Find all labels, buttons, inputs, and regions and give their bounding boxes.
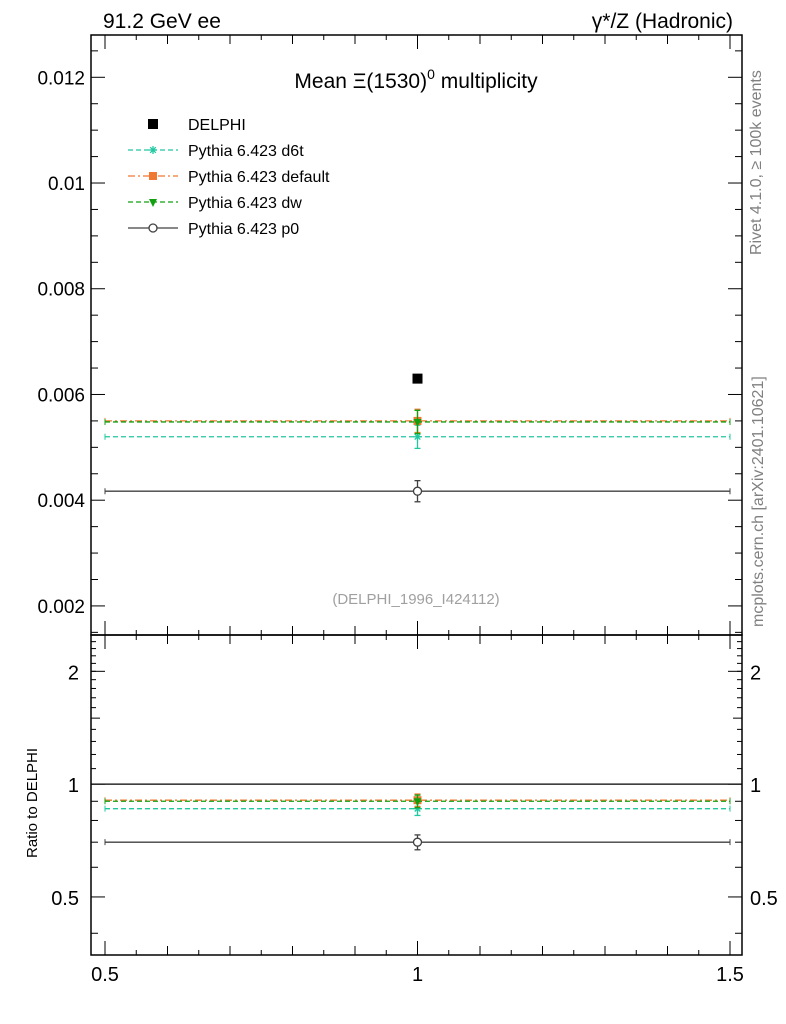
square-marker xyxy=(148,119,158,129)
main-series-data xyxy=(412,373,423,384)
main-point-d6t xyxy=(413,432,422,441)
main-ytick-label: 0.004 xyxy=(37,491,85,512)
legend-entry-p0: Pythia 6.423 p0 xyxy=(128,221,299,238)
legend-entry-dw: Pythia 6.423 dw xyxy=(128,195,302,212)
mcplots-label: mcplots.cern.ch [arXiv:2401.10621] xyxy=(750,376,767,627)
main-ytick-label: 0.008 xyxy=(37,280,85,301)
ratio-ytick-label: 1 xyxy=(68,775,79,797)
ratio-series-p0 xyxy=(104,834,731,851)
ratio-point-dw xyxy=(413,798,422,807)
ratio-ytick-label-right: 2 xyxy=(750,662,761,684)
x-tick-label: 1 xyxy=(412,964,423,986)
main-series-layer xyxy=(104,373,731,503)
ratio-axis-ticks: 0.5 0.5 1 1 2 2 xyxy=(51,641,778,934)
rivet-version-label: Rivet 4.1.0, ≥ 100k events xyxy=(748,70,765,255)
legend-label: Pythia 6.423 dw xyxy=(188,195,302,212)
energy-label: 91.2 GeV ee xyxy=(103,10,221,33)
ratio-series-layer xyxy=(104,793,731,851)
x-tick-label: 1.5 xyxy=(716,964,744,986)
legend-label: DELPHI xyxy=(188,117,246,134)
legend-label: Pythia 6.423 d6t xyxy=(188,143,304,160)
legend-entry-d6t: Pythia 6.423 d6t xyxy=(128,143,304,160)
main-axis-ticks: 0.002 0.004 0.006 0.008 0.01 0.012 xyxy=(37,50,742,633)
main-ytick-label: 0.012 xyxy=(37,68,85,89)
plot-title: Mean Ξ(1530)0 multiplicity xyxy=(294,66,538,93)
legend-entry-data: DELPHI xyxy=(148,117,246,134)
ratio-point-p0 xyxy=(412,837,423,847)
ratio-series-dw xyxy=(104,794,731,809)
legend-label: Pythia 6.423 p0 xyxy=(188,221,299,238)
square-marker xyxy=(149,172,157,180)
process-label: γ*/Z (Hadronic) xyxy=(592,10,733,33)
main-series-p0 xyxy=(104,479,731,503)
main-ytick-label: 0.006 xyxy=(37,385,85,406)
ratio-panel-frame xyxy=(90,634,743,956)
star-stroke xyxy=(414,433,421,441)
main-point-p0 xyxy=(412,486,423,496)
ratio-axis-label: Ratio to DELPHI xyxy=(24,748,41,858)
legend-entry-default: Pythia 6.423 default xyxy=(128,169,330,186)
main-series-d6t xyxy=(104,424,731,450)
main-point-dw xyxy=(413,418,422,427)
circle-marker xyxy=(148,223,158,233)
ratio-ytick-label: 0.5 xyxy=(51,888,79,910)
star-marker xyxy=(149,146,157,154)
main-point-data xyxy=(412,373,423,384)
x-tick-label: 0.5 xyxy=(91,964,119,986)
star-stroke xyxy=(149,146,157,154)
main-ytick-label: 0.002 xyxy=(37,597,85,618)
analysis-id-label: (DELPHI_1996_I424112) xyxy=(332,591,499,608)
triangle-marker xyxy=(149,199,157,207)
main-series-dw xyxy=(104,409,731,435)
ratio-ytick-label-right: 0.5 xyxy=(750,888,778,910)
legend-label: Pythia 6.423 default xyxy=(188,169,330,186)
main-ytick-label: 0.01 xyxy=(48,174,85,195)
ratio-ytick-label-right: 1 xyxy=(750,775,761,797)
x-axis-ticks: 0.5 1 1.5 xyxy=(91,35,744,986)
legend: DELPHI Pythia 6.423 d6t Pythia 6.423 defau… xyxy=(128,117,330,238)
ratio-ytick-label: 2 xyxy=(68,662,79,684)
